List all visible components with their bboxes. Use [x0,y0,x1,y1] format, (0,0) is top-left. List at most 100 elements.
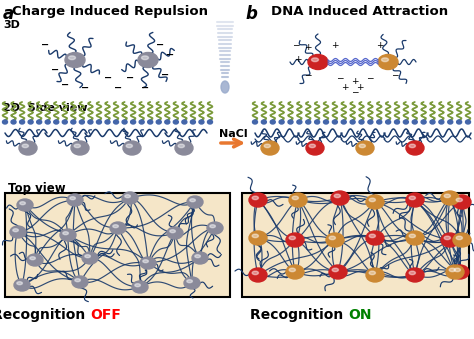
Ellipse shape [409,144,415,148]
Text: −: − [391,71,399,80]
Ellipse shape [356,141,374,155]
Ellipse shape [45,120,50,124]
Ellipse shape [142,56,148,60]
Ellipse shape [453,233,471,247]
Ellipse shape [453,195,471,209]
Ellipse shape [71,120,76,124]
Ellipse shape [20,202,26,205]
Ellipse shape [286,265,304,279]
Ellipse shape [451,265,469,279]
Ellipse shape [253,120,257,124]
Ellipse shape [252,196,258,200]
Ellipse shape [30,257,36,260]
Text: +: + [356,83,364,93]
Text: +: + [341,83,349,93]
Ellipse shape [311,58,319,62]
Ellipse shape [62,120,67,124]
Ellipse shape [252,271,258,275]
Text: NaCl: NaCl [219,129,247,139]
Ellipse shape [69,56,75,60]
Ellipse shape [79,120,84,124]
Text: a: a [3,5,14,23]
Ellipse shape [286,233,304,247]
Text: −: − [61,80,69,90]
Ellipse shape [406,231,424,245]
Ellipse shape [113,225,118,228]
Ellipse shape [430,120,435,124]
Ellipse shape [261,141,279,155]
Ellipse shape [331,191,349,205]
Ellipse shape [126,144,132,148]
Text: b: b [245,5,257,23]
Ellipse shape [72,276,88,288]
Ellipse shape [386,120,391,124]
Ellipse shape [122,120,127,124]
Ellipse shape [170,230,175,233]
Ellipse shape [139,120,144,124]
Ellipse shape [10,226,26,238]
Ellipse shape [138,53,158,67]
Ellipse shape [60,229,76,241]
Ellipse shape [132,281,148,293]
Ellipse shape [279,120,284,124]
Text: DNA Induced Attraction: DNA Induced Attraction [272,5,448,18]
Ellipse shape [156,120,161,124]
Ellipse shape [448,120,453,124]
Ellipse shape [70,197,75,200]
Ellipse shape [454,268,460,272]
Ellipse shape [67,194,83,206]
Ellipse shape [75,279,81,282]
Ellipse shape [421,120,426,124]
Text: −: − [126,73,134,83]
Ellipse shape [409,196,415,200]
Ellipse shape [165,120,170,124]
Ellipse shape [409,234,415,238]
Ellipse shape [173,120,178,124]
Ellipse shape [309,144,316,148]
Text: −: − [351,87,359,97]
Ellipse shape [140,257,156,269]
Text: Recognition: Recognition [0,308,90,322]
Ellipse shape [110,222,126,234]
Ellipse shape [192,252,208,264]
Ellipse shape [323,120,328,124]
Ellipse shape [54,120,59,124]
Ellipse shape [190,199,195,202]
Ellipse shape [456,120,462,124]
Ellipse shape [249,231,267,245]
Ellipse shape [444,236,450,240]
Ellipse shape [208,120,212,124]
Ellipse shape [369,234,375,238]
Ellipse shape [289,193,307,207]
Ellipse shape [182,120,187,124]
Ellipse shape [131,120,136,124]
Ellipse shape [406,268,424,282]
Ellipse shape [71,141,89,155]
Text: −: − [336,74,344,82]
Ellipse shape [306,120,311,124]
Ellipse shape [221,81,229,93]
Ellipse shape [456,236,463,240]
Ellipse shape [207,222,223,234]
Text: OFF: OFF [90,308,121,322]
Ellipse shape [350,120,355,124]
Ellipse shape [22,144,28,148]
Ellipse shape [369,271,375,275]
Ellipse shape [195,255,201,258]
Ellipse shape [456,198,463,202]
Ellipse shape [143,260,148,263]
Ellipse shape [332,120,337,124]
Ellipse shape [63,232,68,235]
Ellipse shape [14,279,30,291]
Ellipse shape [17,282,22,285]
Ellipse shape [2,120,8,124]
Ellipse shape [382,58,389,62]
Text: +: + [294,56,302,64]
Text: ON: ON [348,308,372,322]
Ellipse shape [446,265,464,279]
Ellipse shape [19,141,37,155]
Ellipse shape [378,55,398,69]
Text: −: − [51,65,59,75]
Ellipse shape [289,236,295,240]
Text: −: − [292,40,300,49]
